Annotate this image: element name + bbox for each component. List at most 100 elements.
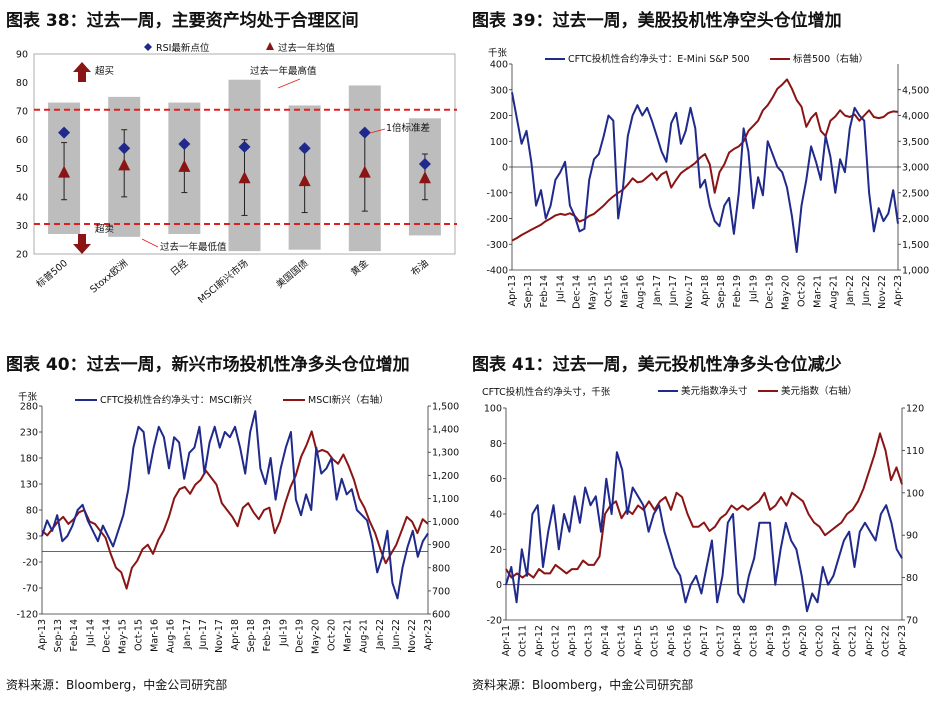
left-tick-label: 300 <box>490 85 508 96</box>
x-tick-label: Aug-16 <box>636 275 647 309</box>
overbought-arrow-icon <box>73 62 91 82</box>
x-tick-label: Oct-15 <box>604 275 615 307</box>
left-tick-label: 80 <box>490 439 502 450</box>
x-tick-label: Oct-17 <box>716 625 727 657</box>
x-tick-label: May-20 <box>780 275 791 310</box>
right-tick-label: 1,100 <box>432 494 459 505</box>
left-unit-label: 千张 <box>488 48 508 59</box>
left-tick-label: 280 <box>20 402 38 413</box>
x-tick-label: Nov-22 <box>407 619 418 653</box>
right-tick-label: 110 <box>906 446 924 457</box>
year-mean-marker <box>418 171 431 184</box>
x-tick-label: Mar-21 <box>343 619 354 652</box>
x-tick-label: Oct-18 <box>749 625 760 657</box>
x-tick-label: Mar-21 <box>813 275 824 308</box>
x-tick-label: Mar-16 <box>620 275 631 308</box>
x-tick-label: Dec-14 <box>571 275 582 309</box>
x-tick-label: Apr-13 <box>507 275 518 306</box>
chart39-title: 图表 39：过去一周，美股投机性净空头仓位增加 <box>472 11 842 31</box>
left-tick-label: 230 <box>20 428 38 439</box>
x-tick-label: Apr-13 <box>567 625 578 656</box>
legend-mean-icon <box>266 42 274 50</box>
left-axis-series-line <box>41 410 429 600</box>
chart40-title: 图表 40：过去一周，新兴市场投机性净多头仓位增加 <box>6 355 410 375</box>
x-tick-label: May-15 <box>117 619 128 654</box>
x-tick-label: Apr-18 <box>700 275 711 306</box>
x-tick-label: Apr-19 <box>765 625 776 656</box>
x-tick-label: Oct-11 <box>518 625 529 657</box>
left-unit-label: 千张 <box>18 392 38 403</box>
year-high-annotation: 过去一年最高值 <box>250 65 317 77</box>
right-tick-label: 1,300 <box>432 448 459 459</box>
chart38-rsi-range-chart: 20 30 40 50 60 70 80 90 标普500 Stoxx欧洲 日经 MSCI新兴市场 美国… <box>16 42 457 306</box>
x-tick-label: Oct-20 <box>327 619 338 651</box>
right-tick-label: 1,000 <box>432 517 459 528</box>
x-tick-label: Apr-20 <box>798 625 809 656</box>
left-tick-label: -120 <box>16 610 38 621</box>
legend-rsi-icon <box>144 43 152 51</box>
year-mean-marker <box>238 171 251 184</box>
x-tick-label: Apr-17 <box>699 625 710 656</box>
left-tick-label: 80 <box>26 506 38 517</box>
legend-cftc-label: CFTC投机性合约净头寸：MSCI新兴 <box>100 394 252 406</box>
rsi-latest-marker <box>298 142 311 155</box>
left-tick-label: 400 <box>490 60 508 71</box>
oversold-arrow-icon <box>73 234 91 254</box>
right-tick-label: 3,000 <box>902 163 929 174</box>
std-pointer <box>369 128 386 134</box>
y-tick-label: 70 <box>16 107 28 118</box>
left-tick-label: 100 <box>484 404 502 415</box>
y-tick-label: 90 <box>16 50 28 61</box>
right-tick-label: 800 <box>432 563 450 574</box>
left-tick-label: 0 <box>502 163 508 174</box>
right-tick-label: 1,400 <box>432 425 459 436</box>
x-tick-label: Jan-22 <box>375 619 386 650</box>
right-tick-label: 2,500 <box>902 188 929 199</box>
plot-frame <box>33 53 456 255</box>
right-tick-label: 3,500 <box>902 137 929 148</box>
x-tick-label: Apr-21 <box>831 625 842 656</box>
chart41-usd-positions-chart: 100 80 60 40 20 0 -20 120 110 100 90 80 70 Apr-11 Oct-… <box>482 385 924 657</box>
x-tick-label: Apr-22 <box>864 625 875 656</box>
x-tick-label: May-15 <box>587 275 598 310</box>
left-unit-label: CFTC投机性合约净头寸，千张 <box>482 386 611 398</box>
year-mean-marker <box>358 165 371 178</box>
x-tick-label: May-20 <box>310 619 321 654</box>
y-tick-label: 20 <box>16 250 28 261</box>
right-tick-label: 4,500 <box>902 85 929 96</box>
left-tick-label: -300 <box>486 240 508 251</box>
x-tick-label: Jul-19 <box>748 275 759 303</box>
right-tick-label: 1,500 <box>432 402 459 413</box>
left-tick-label: -20 <box>22 558 38 569</box>
x-tick-label: Jul-14 <box>85 619 96 647</box>
x-category-label: 日经 <box>168 257 191 279</box>
right-tick-label: 90 <box>906 531 918 542</box>
rsi-latest-marker <box>118 142 131 155</box>
x-tick-label: Jul-19 <box>278 619 289 647</box>
x-tick-label: Apr-15 <box>633 625 644 656</box>
x-tick-label: Jun-17 <box>198 619 209 650</box>
x-tick-label: Oct-15 <box>134 619 145 651</box>
x-tick-label: Feb-14 <box>539 275 550 307</box>
x-tick-label: Jan-17 <box>182 619 193 650</box>
left-tick-label: 180 <box>20 454 38 465</box>
y-tick-label: 60 <box>16 135 28 146</box>
x-tick-label: Oct-21 <box>848 625 859 657</box>
legend-mean-label: 过去一年均值 <box>278 42 336 54</box>
chart39-sp500-positions-chart: 400 300 200 100 0 -100 -200 -300 -400 4,500 4,000 3… <box>486 48 929 310</box>
x-tick-label: Dec-14 <box>101 619 112 653</box>
x-tick-label: Dec-19 <box>764 275 775 309</box>
x-tick-label: Sep-13 <box>53 619 64 652</box>
x-tick-label: Nov-17 <box>684 275 695 309</box>
x-tick-label: Oct-22 <box>881 625 892 657</box>
year-mean-marker <box>178 159 191 172</box>
x-tick-label: Apr-11 <box>501 625 512 656</box>
left-tick-label: 200 <box>490 111 508 122</box>
x-tick-label: Sep-18 <box>716 275 727 308</box>
x-tick-label: Nov-22 <box>877 275 888 309</box>
x-tick-label: Sep-18 <box>246 619 257 652</box>
right-tick-label: 700 <box>432 586 450 597</box>
x-tick-label: Nov-17 <box>214 619 225 653</box>
left-axis-series-line <box>505 451 903 613</box>
x-tick-label: Oct-20 <box>797 275 808 307</box>
